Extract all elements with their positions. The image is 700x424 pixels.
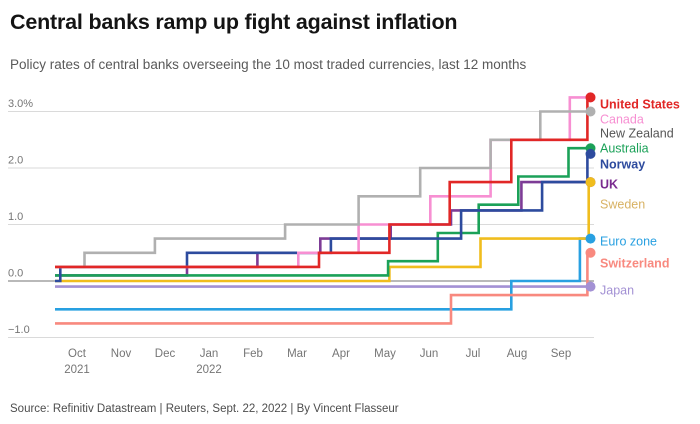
x-axis-month-label: Jul [466,348,481,360]
series-line-united_states [55,96,591,269]
y-axis-tick-label: −1.0 [8,324,30,336]
series-line-sweden [55,180,591,283]
x-axis-month-label: Sep [551,348,571,360]
x-axis-month-label: Jan [200,348,219,360]
series-endpoint-dot-new_zealand [585,106,596,117]
y-axis-tick-label: 2.0 [8,155,23,167]
series-endpoint-dot-switzerland [585,247,596,258]
legend-label-norway: Norway [600,158,645,172]
series-endpoint-dot-sweden [585,177,596,188]
series-endpoint-dot-japan [585,281,596,292]
legend-label-australia: Australia [600,142,649,156]
legend-label-sweden: Sweden [600,198,645,212]
x-axis-month-label: Mar [287,348,307,360]
series-endpoint-dot-norway [585,148,596,159]
x-axis-month-label: Jun [420,348,439,360]
legend-label-switzerland: Switzerland [600,257,669,271]
legend-label-uk: UK [600,178,618,192]
x-axis-month-label: Apr [332,348,350,360]
x-axis-year-label: 2021 [64,364,90,376]
legend-label-united_states: United States [600,98,680,112]
y-axis-tick-label: 3.0% [8,98,33,110]
x-axis-month-label: Nov [111,348,132,360]
x-axis-month-label: May [374,348,396,360]
series-line-uk [55,180,591,277]
x-axis-month-label: Oct [68,348,87,360]
y-axis-tick-label: 1.0 [8,211,23,223]
chart-subtitle: Policy rates of central banks overseeing… [10,57,527,72]
legend-label-new_zealand: New Zealand [600,127,674,141]
series-line-canada [55,96,591,269]
series-endpoint-dot-euro_zone [585,233,596,244]
series-line-euro_zone [55,237,591,311]
series-line-new_zealand [55,110,591,269]
series-endpoint-dot-united_states [585,92,596,103]
legend-label-japan: Japan [600,284,634,298]
legend-label-euro_zone: Euro zone [600,235,657,249]
chart-title: Central banks ramp up fight against infl… [10,10,458,34]
y-axis-tick-label: 0.0 [8,268,23,280]
x-axis-year-label: 2022 [196,364,222,376]
series-line-australia [55,146,591,277]
x-axis-month-label: Aug [507,348,527,360]
x-axis-month-label: Dec [155,348,176,360]
legend-label-canada: Canada [600,113,644,127]
source-attribution: Source: Refinitiv Datastream | Reuters, … [10,403,399,415]
x-axis-month-label: Feb [243,348,263,360]
